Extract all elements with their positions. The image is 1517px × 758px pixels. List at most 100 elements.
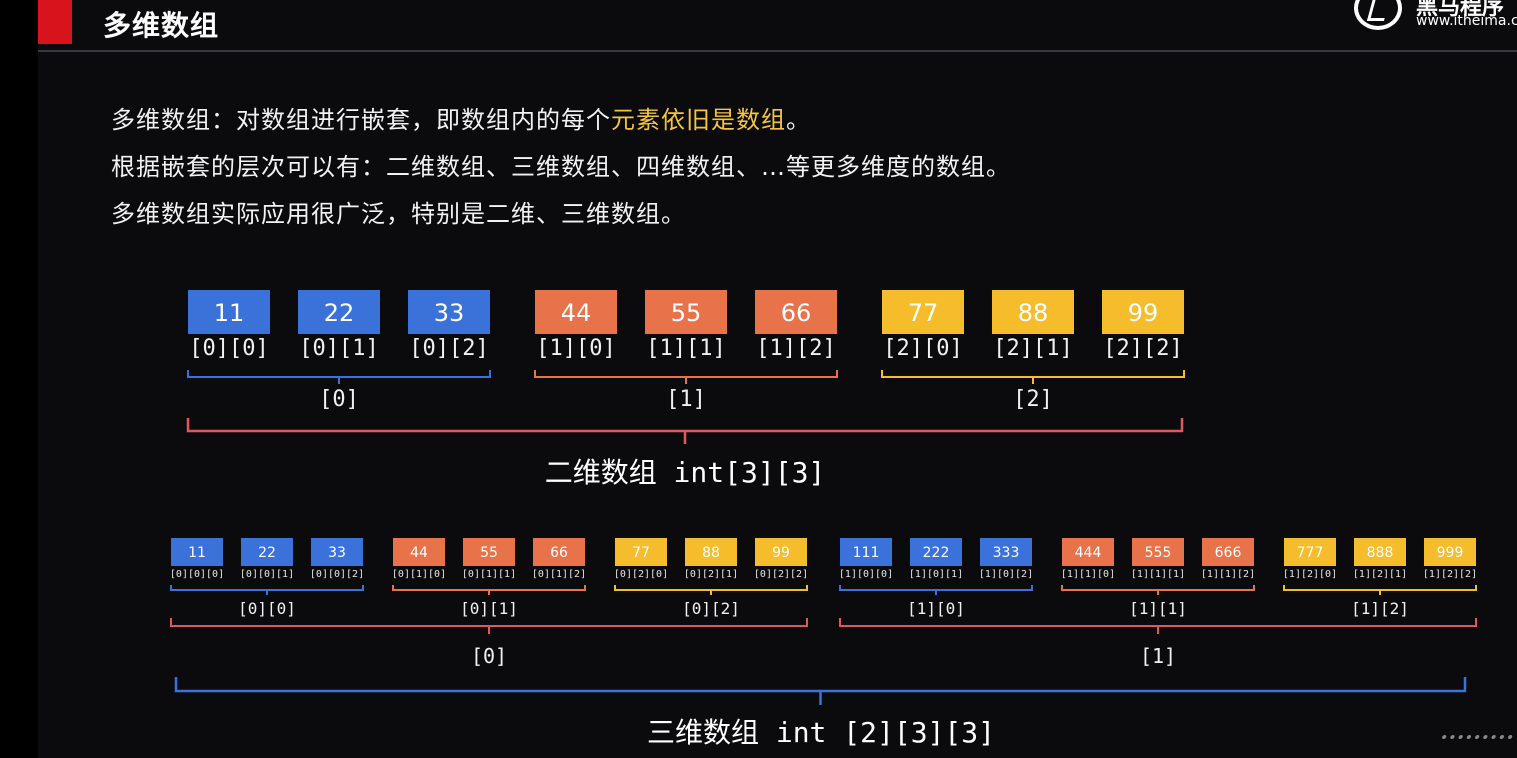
cell-3d-value: 888	[1367, 545, 1394, 561]
cell-2d-value: 66	[781, 299, 812, 327]
corner-decoration	[1433, 735, 1513, 758]
cell-2d-index: [0][0]	[189, 336, 268, 361]
header-divider	[38, 50, 1517, 52]
brace-3d-group	[1283, 585, 1477, 595]
cell-3d-index: [0][0][2]	[310, 569, 364, 580]
cell-3d-index: [0][1][2]	[532, 569, 586, 580]
cell-2d	[755, 290, 837, 334]
cell-3d	[840, 538, 892, 566]
cell-3d	[685, 538, 737, 566]
brace-3d-group	[614, 585, 808, 595]
cell-3d	[1062, 538, 1114, 566]
brace-2d-row	[534, 370, 838, 384]
cell-3d-index: [0][2][2]	[754, 569, 808, 580]
cell-2d	[645, 290, 727, 334]
cell-2d-index: [1][2]	[756, 336, 835, 361]
cell-3d	[171, 538, 223, 566]
cell-3d	[1284, 538, 1336, 566]
cell-3d-value: 22	[258, 545, 276, 561]
cell-3d-index: [0][1][1]	[462, 569, 516, 580]
intro-line-2: 根据嵌套的层次可以有：二维数组、三维数组、四维数组、…等更多维度的数组。	[111, 153, 1011, 181]
cell-3d-value: 88	[702, 545, 720, 561]
cell-3d-value: 222	[923, 545, 950, 561]
cell-2d-value: 88	[1018, 299, 1049, 327]
brace-3d-block	[839, 618, 1477, 634]
cell-3d-index: [0][0][1]	[240, 569, 294, 580]
intro-line-3: 多维数组实际应用很广泛，特别是二维、三维数组。	[111, 200, 686, 228]
cell-2d-value: 11	[214, 299, 245, 327]
cell-3d-value: 777	[1297, 545, 1324, 561]
cell-2d-index: [2][1]	[993, 336, 1072, 361]
cell-3d-value: 333	[993, 545, 1020, 561]
cell-2d	[298, 290, 380, 334]
brace-2d-all	[186, 418, 1184, 444]
cell-3d-value: 111	[853, 545, 880, 561]
label-3d-block: [0]	[471, 644, 507, 668]
cell-3d	[533, 538, 585, 566]
header: 多维数组 黑马程序 www.itheima.c	[38, 0, 1517, 50]
brace-3d-block	[170, 618, 808, 634]
cell-3d	[615, 538, 667, 566]
cell-3d-value: 55	[480, 545, 498, 561]
logo-name: 黑马程序	[1416, 0, 1505, 20]
cell-2d	[1102, 290, 1184, 334]
cell-3d-index: [0][2][0]	[614, 569, 668, 580]
intro-line-1-prefix: 多维数组：对数组进行嵌套，即数组内的每个	[111, 106, 611, 134]
cell-3d-value: 99	[772, 545, 790, 561]
cell-2d	[882, 290, 964, 334]
cell-2d-index: [1][1]	[646, 336, 725, 361]
brace-2d-row	[881, 370, 1185, 384]
cell-3d-index: [0][1][0]	[392, 569, 446, 580]
cell-2d	[188, 290, 270, 334]
brace-2d-row	[187, 370, 491, 384]
cell-2d-value: 33	[434, 299, 465, 327]
cell-3d-index: [1][1][2]	[1201, 569, 1255, 580]
cell-3d	[393, 538, 445, 566]
brace-3d-group	[392, 585, 586, 595]
label-2d-row: [0]	[319, 387, 359, 412]
page-title: 多维数组	[103, 9, 220, 42]
cell-2d-index: [0][2]	[409, 336, 488, 361]
cell-3d-index: [1][0][2]	[979, 569, 1033, 580]
cell-3d-index: [1][1][1]	[1131, 569, 1185, 580]
cell-3d-value: 999	[1437, 545, 1464, 561]
label-2d-row: [2]	[1013, 387, 1053, 412]
intro-line-1: 多维数组：对数组进行嵌套，即数组内的每个元素依旧是数组。	[111, 100, 811, 135]
cell-3d	[1132, 538, 1184, 566]
label-3d-group: [0][2]	[682, 599, 740, 618]
cell-3d-value: 66	[550, 545, 568, 561]
cell-3d	[910, 538, 962, 566]
cell-3d-index: [1][2][2]	[1423, 569, 1477, 580]
slide: 多维数组 黑马程序 www.itheima.c 多维数组：对数组进行嵌套，即数组…	[38, 0, 1517, 758]
cell-3d	[311, 538, 363, 566]
label-2d-row: [1]	[666, 387, 706, 412]
cell-2d-index: [0][1]	[299, 336, 378, 361]
brace-3d-group	[1061, 585, 1255, 595]
label-3d-group: [0][1]	[460, 599, 518, 618]
cell-2d-value: 77	[908, 299, 939, 327]
cell-3d-index: [1][2][0]	[1283, 569, 1337, 580]
cell-2d	[408, 290, 490, 334]
cell-3d	[1424, 538, 1476, 566]
label-3d-group: [1][0]	[907, 599, 965, 618]
label-3d-block: [1]	[1140, 644, 1176, 668]
intro-line-1-suffix: 。	[786, 106, 811, 134]
cell-3d-value: 77	[632, 545, 650, 561]
brace-3d-group	[839, 585, 1033, 595]
cell-3d-value: 555	[1145, 545, 1172, 561]
logo-url: www.itheima.c	[1416, 13, 1517, 29]
cell-2d	[992, 290, 1074, 334]
cell-3d-value: 444	[1075, 545, 1102, 561]
cell-3d	[755, 538, 807, 566]
cell-2d-value: 22	[324, 299, 355, 327]
caption-3d: 三维数组 int [2][3][3]	[647, 716, 995, 749]
brace-3d-group	[170, 585, 364, 595]
cell-3d	[1202, 538, 1254, 566]
cell-2d-index: [1][0]	[536, 336, 615, 361]
cell-3d-index: [1][1][0]	[1061, 569, 1115, 580]
cell-2d-index: [2][2]	[1103, 336, 1182, 361]
cell-3d	[1354, 538, 1406, 566]
cell-3d-value: 666	[1215, 545, 1242, 561]
cell-3d	[241, 538, 293, 566]
label-3d-group: [1][2]	[1351, 599, 1409, 618]
